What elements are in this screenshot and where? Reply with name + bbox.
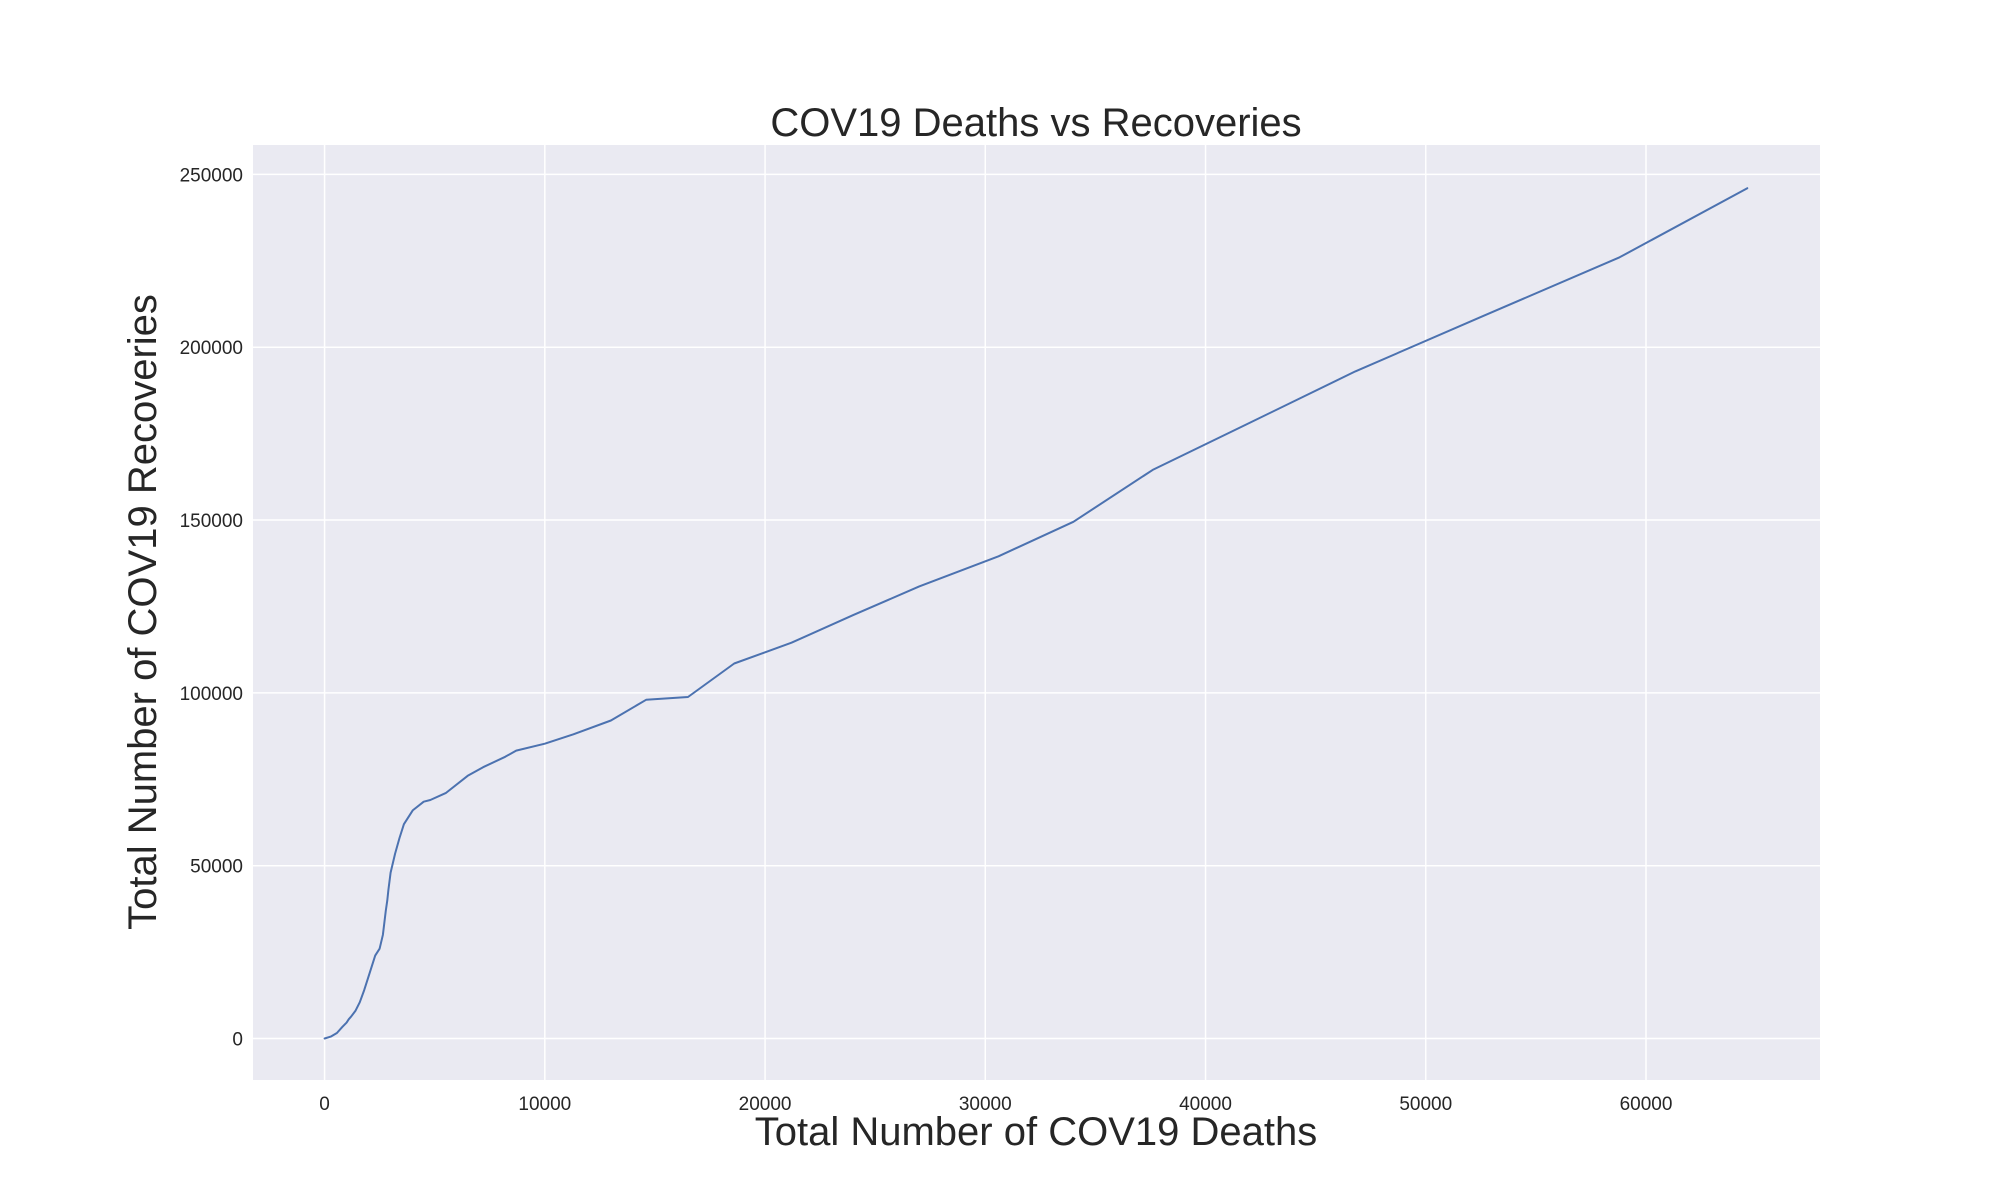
y-tick-label: 250000 [180, 165, 243, 186]
y-tick-label: 200000 [180, 338, 243, 359]
y-axis-label: Total Number of COV19 Recoveries [121, 294, 165, 930]
x-tick-label: 30000 [959, 1094, 1012, 1115]
x-tick-label: 40000 [1179, 1094, 1232, 1115]
y-tick-labels: 0 50000 100000 150000 200000 250000 [180, 165, 243, 1050]
y-tick-label: 150000 [180, 511, 243, 532]
x-tick-label: 10000 [518, 1094, 571, 1115]
y-tick-label: 50000 [190, 857, 243, 878]
y-tick-label: 100000 [180, 684, 243, 705]
y-gridlines [253, 173, 1820, 1040]
x-axis-label: Total Number of COV19 Deaths [755, 1110, 1317, 1154]
x-tick-label: 20000 [739, 1094, 792, 1115]
chart-title: COV19 Deaths vs Recoveries [770, 101, 1301, 145]
x-tick-label: 0 [319, 1094, 330, 1115]
plot-area [253, 145, 1820, 1080]
series-layer [323, 187, 1749, 1040]
x-tick-label: 60000 [1620, 1094, 1673, 1115]
x-tick-label: 50000 [1399, 1094, 1452, 1115]
series-line [323, 187, 1749, 1040]
x-tick-labels: 0 10000 20000 30000 40000 50000 60000 [319, 1094, 1672, 1115]
x-gridlines [323, 145, 1647, 1080]
y-tick-label: 0 [232, 1030, 243, 1051]
